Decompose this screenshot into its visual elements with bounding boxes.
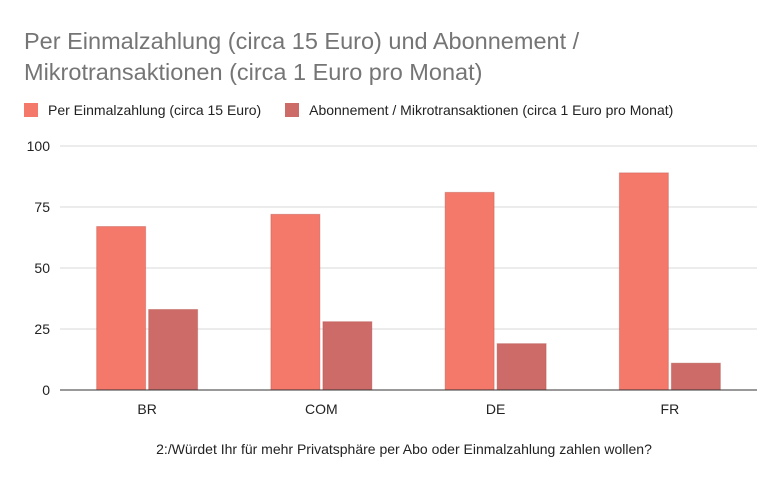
x-tick-label: COM [305, 401, 338, 417]
y-tick-label: 75 [34, 199, 50, 215]
x-axis-label: 2:/Würdet Ihr für mehr Privatsphäre per … [156, 441, 652, 457]
bar-series-1-br [96, 226, 147, 391]
y-tick-label: 0 [42, 382, 50, 398]
y-tick-label: 100 [27, 138, 51, 154]
legend-swatch-series-2 [285, 103, 300, 117]
legend: Per Einmalzahlung (circa 15 Euro) Abonne… [24, 102, 673, 120]
bar-series-2-de [496, 343, 547, 391]
x-axis-ticks: BR COM DE FR [137, 401, 679, 417]
bar-series-1-de [444, 191, 495, 391]
y-axis-ticks: 0 25 50 75 100 [27, 138, 51, 398]
bar-series-2-fr [670, 362, 721, 391]
bar-series-2-com [322, 321, 373, 391]
bar-series-2-br [148, 308, 199, 391]
y-tick-label: 50 [34, 260, 50, 276]
legend-label-series-1: Per Einmalzahlung (circa 15 Euro) [48, 102, 262, 118]
bar-series-1-com [270, 213, 321, 391]
x-tick-label: BR [137, 401, 156, 417]
bar-series-1-fr [618, 172, 669, 391]
x-tick-label: DE [486, 401, 505, 417]
y-tick-label: 25 [34, 321, 50, 337]
chart-title: Per Einmalzahlung (circa 15 Euro) und Ab… [24, 28, 580, 85]
bars [96, 172, 721, 391]
legend-swatch-series-1 [24, 103, 38, 117]
legend-item-series-1: Per Einmalzahlung (circa 15 Euro) [24, 102, 261, 118]
legend-label-series-2: Abonnement / Mikrotransaktionen (circa 1… [309, 102, 674, 118]
x-tick-label: FR [661, 401, 680, 417]
legend-item-series-2: Abonnement / Mikrotransaktionen (circa 1… [285, 102, 673, 118]
